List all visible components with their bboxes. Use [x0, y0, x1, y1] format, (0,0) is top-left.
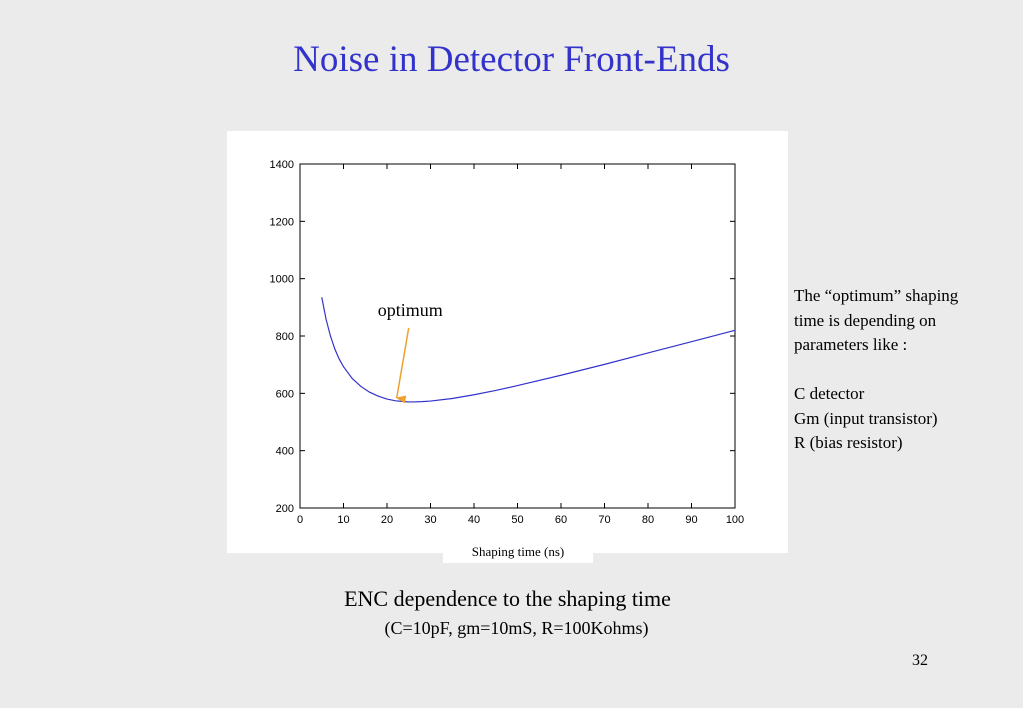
- plot-frame: [299, 163, 736, 509]
- y-tick-label: 800: [276, 331, 294, 343]
- side-note-line: parameters like :: [794, 335, 908, 354]
- series-line-enc: [321, 297, 736, 403]
- x-tick-label: 30: [424, 514, 436, 526]
- x-tick-label: 40: [468, 514, 480, 526]
- x-tick-label: 60: [555, 514, 567, 526]
- x-tick-label: 80: [642, 514, 654, 526]
- caption-sub: (C=10pF, gm=10mS, R=100Kohms): [384, 618, 649, 638]
- optimum-arrow: [395, 327, 410, 404]
- x-axis-label: Shaping time (ns): [443, 541, 593, 563]
- side-note-line: Gm (input transistor): [794, 408, 938, 428]
- side-note-line: The “optimum” shaping: [794, 286, 959, 305]
- slide-title: Noise in Detector Front-Ends: [293, 39, 730, 80]
- y-tick-label: 1000: [270, 274, 294, 286]
- x-tick-label: 90: [685, 514, 697, 526]
- x-tick-label: 10: [337, 514, 349, 526]
- axis-ticks: 0 10 20 30 40 50 60 70 80 90 100 200 400 600 800 1000 12…: [270, 159, 745, 526]
- y-tick-label: 600: [276, 388, 294, 400]
- x-tick-label: 20: [381, 514, 393, 526]
- side-note-line: R (bias resistor): [794, 433, 903, 452]
- x-tick-label: 70: [598, 514, 610, 526]
- chart-panel: [227, 131, 788, 553]
- side-note-line: C detector: [794, 384, 865, 403]
- side-note-line: time is depending on: [794, 310, 937, 330]
- y-tick-label: 400: [276, 446, 294, 458]
- enc-chart: 0 10 20 30 40 50 60 70 80 90 100 200 400 600 800 1000 12…: [270, 159, 745, 526]
- x-tick-label: 100: [726, 514, 744, 526]
- y-tick-label: 1400: [270, 159, 294, 171]
- x-tick-label: 50: [511, 514, 523, 526]
- side-note: The “optimum” shaping time is depending o…: [794, 284, 1014, 456]
- page-number: 32: [912, 652, 928, 669]
- caption-main: ENC dependence to the shaping time: [344, 586, 671, 611]
- y-tick-label: 200: [276, 503, 294, 515]
- side-note-line: [794, 358, 1014, 383]
- optimum-annotation: optimum: [378, 300, 443, 320]
- y-tick-label: 1200: [270, 216, 294, 228]
- x-tick-label: 0: [297, 514, 303, 526]
